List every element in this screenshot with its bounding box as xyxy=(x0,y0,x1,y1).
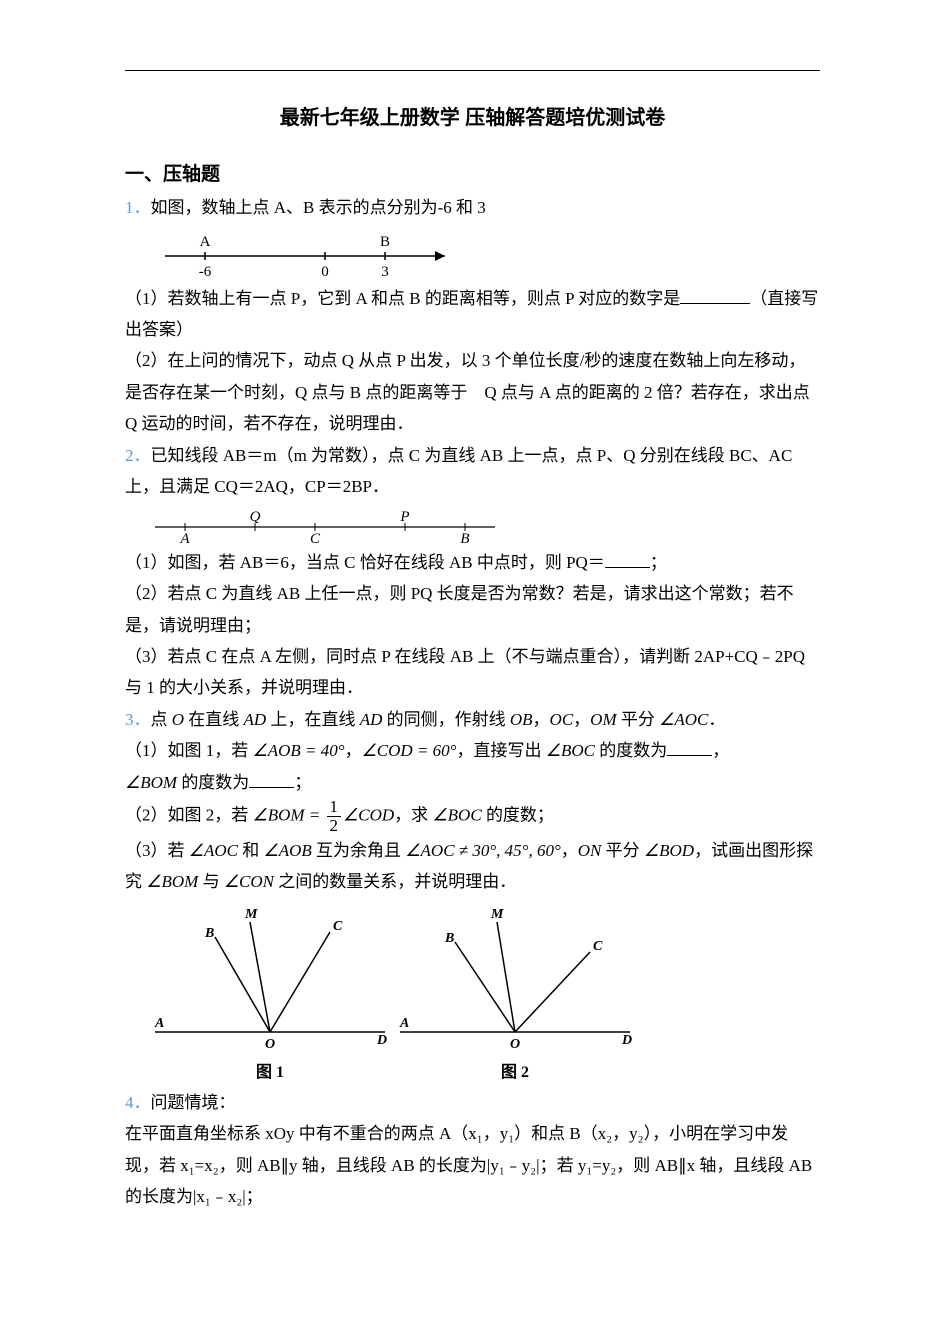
q1-stem-text: 如图，数轴上点 A、B 表示的点分别为-6 和 3 xyxy=(151,198,486,217)
q3-part2: （2）如图 2，若 ∠BOM = 12∠COD，求 ∠BOC 的度数； xyxy=(125,798,820,835)
q2-number: 2． xyxy=(125,446,151,465)
svg-text:A: A xyxy=(179,531,190,547)
q2-p1a: （1）如图，若 AB＝6，当点 C 恰好在线段 AB 中点时，则 PQ＝ xyxy=(125,553,605,572)
svg-text:O: O xyxy=(510,1037,520,1052)
svg-text:A: A xyxy=(154,1016,164,1031)
svg-text:D: D xyxy=(376,1033,387,1048)
page: 最新七年级上册数学 压轴解答题培优测试卷 一、压轴题 1．如图，数轴上点 A、B… xyxy=(0,0,945,1337)
svg-text:图 2: 图 2 xyxy=(501,1063,529,1081)
q2-p1-blank xyxy=(605,550,650,568)
q2-stem-text: 已知线段 AB＝m（m 为常数），点 C 为直线 AB 上一点，点 P、Q 分别… xyxy=(125,446,792,496)
nl-label-m6: -6 xyxy=(199,264,212,280)
q1-part2: （2）在上问的情况下，动点 Q 从点 P 出发，以 3 个单位长度/秒的速度在数… xyxy=(125,345,820,439)
q1-p1-blank xyxy=(680,286,750,304)
svg-text:P: P xyxy=(399,509,409,525)
q3-part1: （1）如图 1，若 ∠AOB = 40°，∠COD = 60°，直接写出 ∠BO… xyxy=(125,735,820,766)
svg-text:M: M xyxy=(490,907,504,922)
svg-text:C: C xyxy=(310,531,321,547)
q1-number: 1． xyxy=(125,198,151,217)
q2-part2: （2）若点 C 为直线 AB 上任一点，则 PQ 长度是否为常数？若是，请求出这… xyxy=(125,578,820,641)
nl-label-A: A xyxy=(200,234,211,250)
svg-text:D: D xyxy=(621,1033,632,1048)
nl-label-B: B xyxy=(380,234,390,250)
q4-number: 4． xyxy=(125,1093,151,1112)
q3-number: 3． xyxy=(125,710,151,729)
svg-text:B: B xyxy=(460,531,469,547)
q1-p1a: （1）若数轴上有一点 P，它到 A 和点 B 的距离相等，则点 P 对应的数字是 xyxy=(125,289,680,308)
q2-part1: （1）如图，若 AB＝6，当点 C 恰好在线段 AB 中点时，则 PQ＝ ； xyxy=(125,547,820,578)
q3-figures: A D O B M C 图 1 A D O B M C 图 2 xyxy=(145,902,645,1087)
q1-numberline: A -6 0 B 3 xyxy=(145,228,465,283)
q4-part1: 在平面直角坐标系 xOy 中有不重合的两点 A（x₁，y₁）和点 B（x₂，y₂… xyxy=(125,1118,820,1212)
q1-part1: （1）若数轴上有一点 P，它到 A 和点 B 的距离相等，则点 P 对应的数字是… xyxy=(125,283,820,346)
q4-stem-text: 问题情境： xyxy=(151,1093,236,1112)
nl-label-3: 3 xyxy=(381,264,389,280)
section-heading: 一、压轴题 xyxy=(125,157,820,192)
svg-text:C: C xyxy=(333,919,343,934)
q3-p1-blank2 xyxy=(249,770,294,788)
q2-diagram: A Q C P B xyxy=(145,507,505,547)
q2-stem: 2．已知线段 AB＝m（m 为常数），点 C 为直线 AB 上一点，点 P、Q … xyxy=(125,440,820,503)
q2-part3: （3）若点 C 在点 A 左侧，同时点 P 在线段 AB 上（不与端点重合），请… xyxy=(125,641,820,704)
svg-text:Q: Q xyxy=(250,509,261,525)
svg-text:B: B xyxy=(204,926,214,941)
q3-p1-blank1 xyxy=(667,738,712,756)
svg-text:C: C xyxy=(593,939,603,954)
q3-stem: 3．点 O 在直线 AD 上，在直线 AD 的同侧，作射线 OB，OC，OM 平… xyxy=(125,704,820,735)
doc-title: 最新七年级上册数学 压轴解答题培优测试卷 xyxy=(125,100,820,137)
q3-p2-fraction: 12 xyxy=(327,798,342,835)
svg-text:O: O xyxy=(265,1037,275,1052)
q3-part1b: ∠BOM 的度数为； xyxy=(125,767,820,798)
q1-stem: 1．如图，数轴上点 A、B 表示的点分别为-6 和 3 xyxy=(125,192,820,223)
q3-fig1: A D O B M C 图 1 xyxy=(154,907,387,1081)
svg-text:图 1: 图 1 xyxy=(256,1063,284,1081)
svg-text:M: M xyxy=(244,907,258,922)
q4-stem: 4．问题情境： xyxy=(125,1087,820,1118)
q3-part3: （3）若 ∠AOC 和 ∠AOB 互为余角且 ∠AOC ≠ 30°, 45°, … xyxy=(125,835,820,898)
top-rule xyxy=(125,70,820,71)
svg-text:A: A xyxy=(399,1016,409,1031)
q2-p1b: ； xyxy=(650,553,667,572)
q3-fig2: A D O B M C 图 2 xyxy=(399,907,632,1081)
nl-label-0: 0 xyxy=(321,264,329,280)
svg-text:B: B xyxy=(444,931,454,946)
